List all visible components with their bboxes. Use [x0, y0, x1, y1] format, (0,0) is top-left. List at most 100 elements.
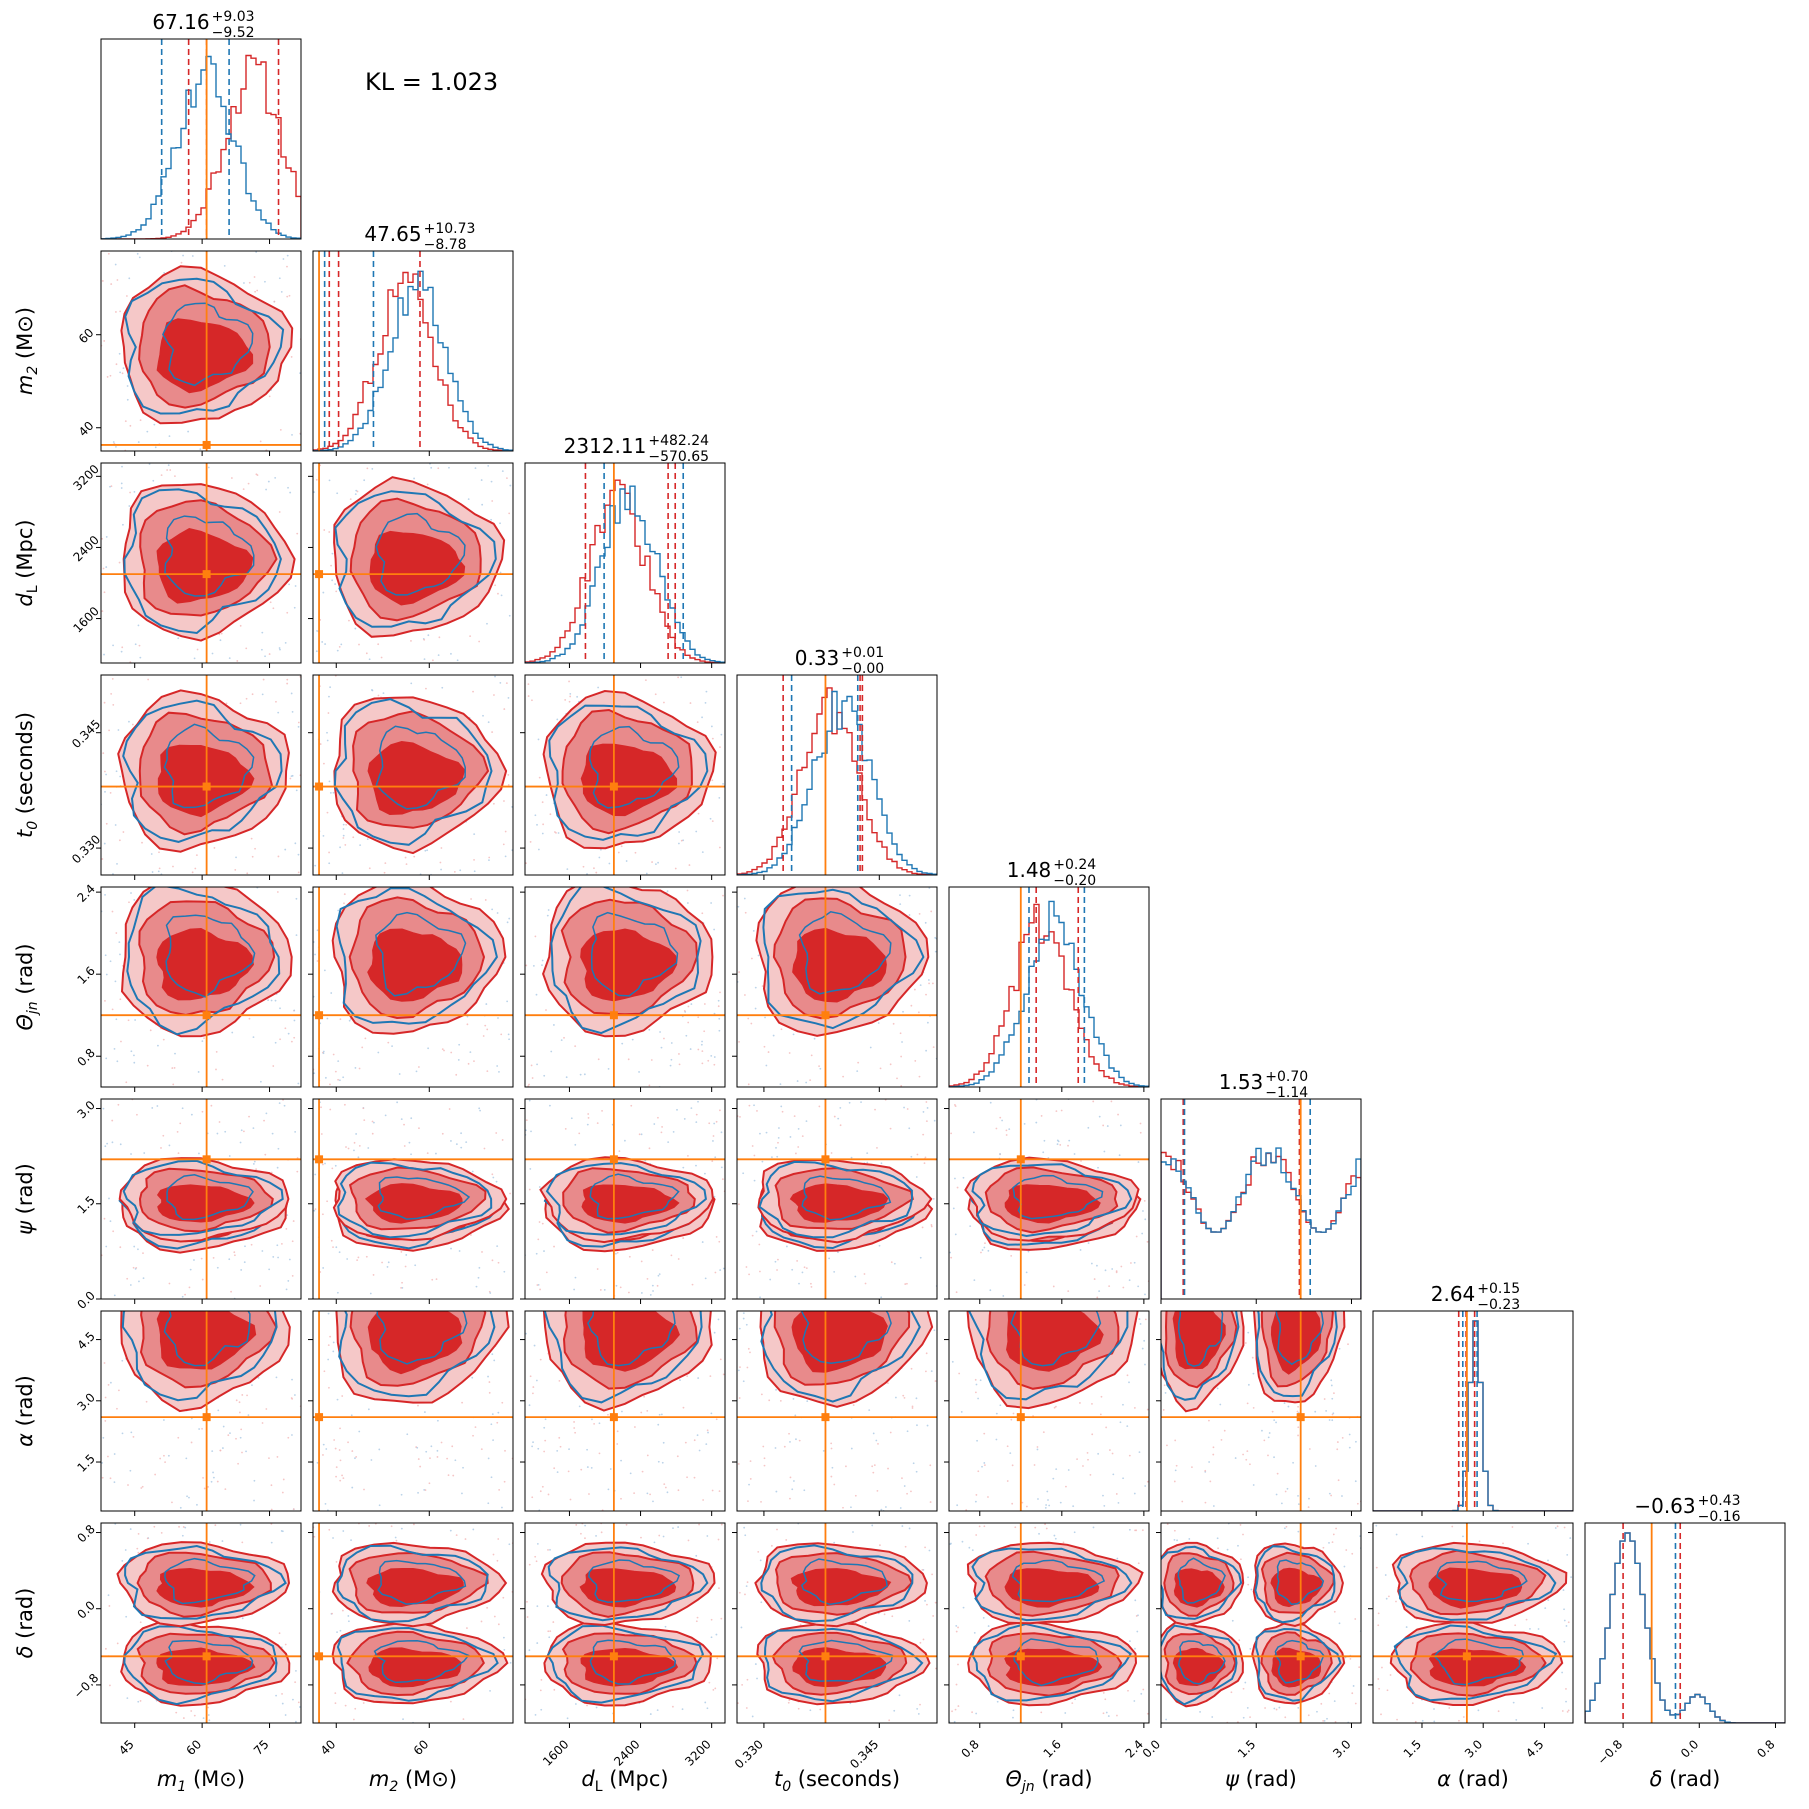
hist-posterior_b-alpha	[1373, 1320, 1573, 1511]
ylabel-delta: δ (rad)	[13, 1588, 37, 1659]
ylabel-m2: m2 (M⊙)	[13, 307, 41, 395]
hist-t0	[736, 674, 938, 880]
panel-t0-theta	[732, 886, 938, 1092]
hist-posterior_b-psi	[1161, 1147, 1361, 1299]
panel-alpha-delta	[1368, 1522, 1574, 1728]
truth-marker-m1-dL	[202, 570, 211, 579]
xlabel-delta: δ (rad)	[1650, 1767, 1721, 1791]
ytick-alpha-2: 4.5	[74, 1329, 97, 1352]
truth-marker-m1-alpha	[202, 1413, 211, 1422]
title-minus-m2: −8.78	[424, 237, 467, 253]
truth-marker-m2-dL	[315, 570, 324, 579]
title-minus-alpha: −0.23	[1477, 1297, 1520, 1313]
panel-m1-theta	[96, 886, 302, 1092]
xtick-theta-0: 0.8	[958, 1737, 981, 1760]
truth-marker-t0-alpha	[821, 1413, 830, 1422]
panel-m2-psi	[308, 1098, 514, 1304]
hist-psi	[1160, 1098, 1362, 1304]
truth-marker-dL-t0	[609, 782, 618, 791]
xtick-m1-0: 45	[116, 1737, 137, 1758]
panel-dL-psi	[520, 1098, 726, 1304]
truth-marker-m1-theta	[202, 1011, 211, 1020]
panel-dL-t0	[520, 674, 726, 880]
xtick-m2-1: 60	[411, 1737, 432, 1758]
truth-marker-t0-delta	[821, 1652, 830, 1661]
ytick-dL-0: 1600	[70, 604, 101, 635]
xlabel-theta: Θjn (rad)	[1005, 1767, 1092, 1795]
hist-posterior_b-m2	[313, 270, 513, 451]
kl-annotation: KL = 1.023	[365, 68, 498, 96]
xtick-dL-0: 1600	[540, 1737, 571, 1768]
xtick-m1-1: 60	[184, 1737, 205, 1758]
panel-m2-t0	[308, 674, 514, 880]
ytick-theta-1: 1.6	[74, 964, 97, 987]
xtick-m1-2: 75	[251, 1737, 272, 1758]
hist-delta	[1584, 1522, 1786, 1728]
truth-marker-theta-alpha	[1016, 1413, 1025, 1422]
panel-theta-psi	[944, 1098, 1150, 1304]
title-minus-m1: −9.52	[212, 25, 255, 41]
xlabel-alpha: α (rad)	[1437, 1767, 1509, 1791]
title-plus-delta: +0.43	[1698, 1493, 1741, 1509]
ylabel-psi: ψ (rad)	[13, 1163, 37, 1235]
ytick-dL-2: 3200	[70, 462, 101, 493]
xtick-delta-2: 0.8	[1754, 1737, 1777, 1760]
ylabel-theta: Θjn (rad)	[13, 943, 41, 1030]
title-theta: 1.48	[1007, 858, 1052, 882]
hist-posterior_a-m2	[313, 271, 513, 451]
ytick-theta-2: 2.4	[74, 882, 97, 905]
xlabel-dL: dL (Mpc)	[581, 1767, 668, 1795]
panel-m2-alpha	[308, 1310, 514, 1516]
truth-marker-m1-m2	[202, 440, 211, 449]
truth-marker-m2-theta	[315, 1011, 324, 1020]
xtick-alpha-0: 1.5	[1401, 1737, 1424, 1760]
xtick-alpha-2: 4.5	[1523, 1737, 1546, 1760]
panel-m1-dL	[96, 462, 302, 668]
panel-m1-psi	[96, 1098, 302, 1304]
hist-theta	[948, 886, 1150, 1092]
xtick-dL-1: 2400	[611, 1737, 642, 1768]
ytick-alpha-1: 3.0	[74, 1390, 97, 1413]
hist-dL	[524, 462, 726, 668]
xlabel-t0: t0 (seconds)	[774, 1767, 900, 1795]
ytick-t0-1: 0.345	[69, 717, 103, 751]
xtick-delta-0: −0.8	[1595, 1737, 1626, 1768]
hist-posterior_b-t0	[737, 690, 937, 875]
panel-theta-delta	[944, 1522, 1150, 1728]
truth-marker-dL-alpha	[609, 1413, 618, 1422]
panel-dL-alpha	[520, 1310, 726, 1516]
title-minus-t0: −0.00	[841, 661, 884, 677]
ytick-dL-1: 2400	[70, 533, 101, 564]
panel-t0-psi	[732, 1098, 938, 1304]
xtick-theta-1: 1.6	[1041, 1737, 1064, 1760]
xtick-psi-0: 0.0	[1140, 1737, 1163, 1760]
ytick-t0-0: 0.330	[69, 832, 103, 866]
ytick-theta-0: 0.8	[74, 1046, 97, 1069]
title-m1: 67.16	[152, 10, 209, 34]
hist-m1	[100, 38, 302, 244]
title-plus-alpha: +0.15	[1477, 1281, 1520, 1297]
panel-psi-delta	[1156, 1522, 1362, 1728]
panel-theta-alpha	[944, 1310, 1150, 1516]
hist-alpha	[1372, 1310, 1574, 1516]
ytick-m2-0: 40	[76, 419, 97, 440]
truth-marker-t0-psi	[821, 1155, 830, 1164]
xtick-dL-2: 3200	[682, 1737, 713, 1768]
title-alpha: 2.64	[1431, 1282, 1476, 1306]
xtick-delta-1: 0.0	[1678, 1737, 1701, 1760]
panel-m1-delta	[96, 1522, 302, 1728]
title-minus-dL: −570.65	[648, 449, 709, 465]
hist-posterior_b-theta	[949, 900, 1149, 1087]
xtick-alpha-1: 3.0	[1462, 1737, 1485, 1760]
title-m2: 47.65	[364, 222, 421, 246]
panel-m1-alpha	[96, 1310, 302, 1516]
truth-marker-m1-psi	[202, 1155, 211, 1164]
title-plus-theta: +0.24	[1053, 857, 1096, 873]
title-delta: −0.63	[1634, 1494, 1695, 1518]
hist-posterior_b-m1	[101, 55, 301, 239]
truth-marker-theta-psi	[1016, 1155, 1025, 1164]
panel-m1-m2	[96, 250, 302, 456]
truth-marker-m1-delta	[202, 1652, 211, 1661]
panel-m2-dL	[308, 462, 514, 668]
